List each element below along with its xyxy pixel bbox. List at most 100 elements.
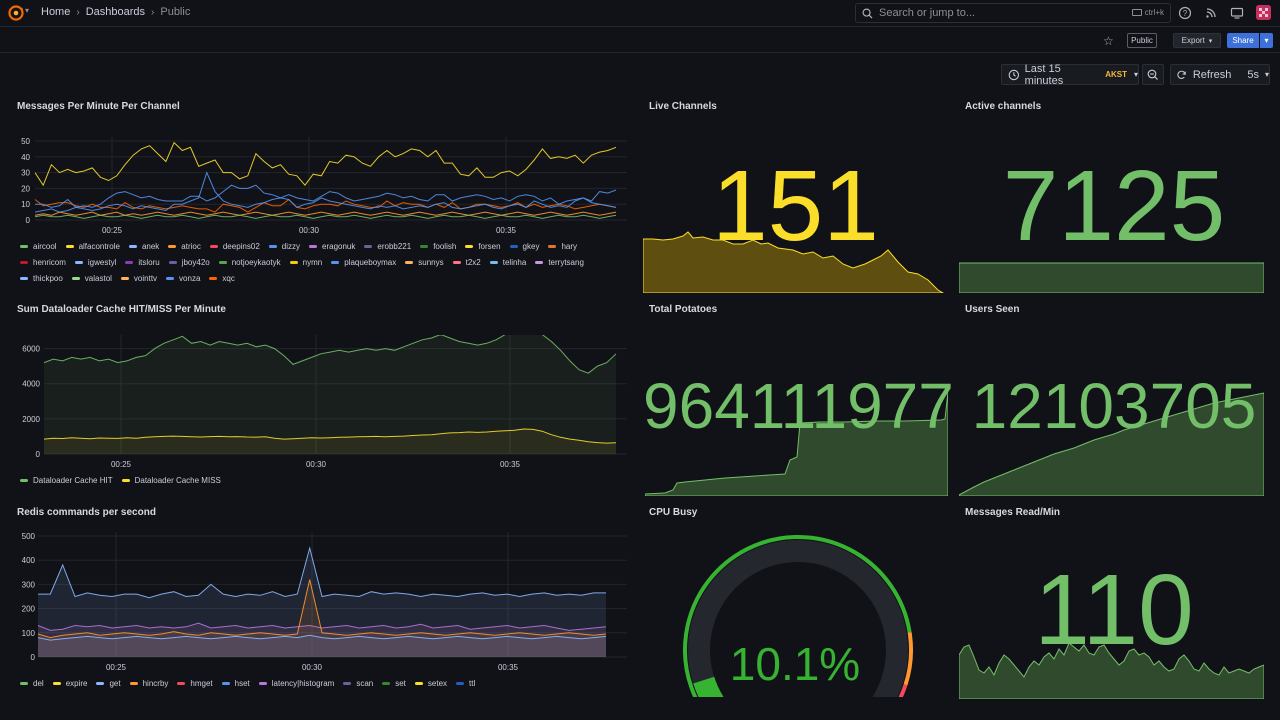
- legend-swatch: [20, 245, 28, 248]
- share-button[interactable]: Share: [1227, 33, 1259, 48]
- search-input[interactable]: Search or jump to... ctrl+k: [855, 3, 1171, 23]
- timezone-badge: AKST: [1105, 70, 1127, 79]
- legend-item[interactable]: alfacontrole: [65, 241, 120, 252]
- legend-item[interactable]: hmget: [177, 678, 213, 689]
- legend-item[interactable]: notjoeykaotyk: [218, 257, 281, 268]
- legend-label: thickpoo: [33, 274, 63, 283]
- legend-item[interactable]: telinha: [489, 257, 527, 268]
- legend-swatch: [509, 245, 518, 248]
- legend-swatch: [343, 682, 352, 685]
- legend-label: ttl: [469, 679, 476, 688]
- gauge-threshold-red: [898, 684, 908, 697]
- legend-label: deepins02: [222, 242, 260, 251]
- legend-label: eragonuk: [322, 242, 356, 251]
- legend-label: plaqueboymax: [344, 258, 397, 267]
- legend-item[interactable]: igwestyl: [74, 257, 116, 268]
- legend-item[interactable]: t2x2: [452, 257, 481, 268]
- legend-swatch: [452, 261, 461, 264]
- y-tick-label: 100: [22, 629, 36, 638]
- legend-item[interactable]: Dataloader Cache HIT: [20, 475, 113, 486]
- kiosk-monitor-icon[interactable]: [1230, 6, 1244, 20]
- legend-label: telinha: [502, 258, 527, 267]
- y-tick-label: 50: [21, 137, 30, 146]
- help-icon[interactable]: ?: [1178, 6, 1192, 20]
- legend-item[interactable]: get: [96, 678, 121, 689]
- refresh-picker[interactable]: Refresh 5s ▾: [1170, 64, 1270, 85]
- legend-item[interactable]: hset: [221, 678, 250, 689]
- export-button[interactable]: Export ▾: [1173, 33, 1221, 48]
- messages-per-minute-chart[interactable]: 0 10 20 30 40 50 00:25 00:30 00:35: [0, 130, 630, 240]
- legend-item[interactable]: expire: [52, 678, 87, 689]
- legend-label: hary: [561, 242, 578, 251]
- star-favorite-icon[interactable]: ☆: [1103, 34, 1114, 48]
- legend-item[interactable]: foolish: [420, 241, 456, 252]
- y-tick-label: 0: [26, 216, 31, 225]
- zoom-out-icon: [1147, 69, 1158, 80]
- legend-item[interactable]: forsen: [465, 241, 501, 252]
- gauge-value-arc: [693, 676, 724, 697]
- total-potatoes-sparkline: [645, 391, 948, 496]
- series-line: [34, 214, 617, 219]
- zoom-out-button[interactable]: [1142, 64, 1164, 85]
- legend-item[interactable]: latency|histogram: [258, 678, 334, 689]
- legend-item[interactable]: vonza: [166, 273, 200, 284]
- legend-item[interactable]: Dataloader Cache MISS: [121, 475, 221, 486]
- grafana-logo-icon[interactable]: [8, 5, 24, 21]
- x-tick-label: 00:35: [498, 663, 519, 672]
- legend-item[interactable]: dizzy: [268, 241, 300, 252]
- user-avatar[interactable]: [1256, 5, 1271, 20]
- legend-item[interactable]: anek: [128, 241, 159, 252]
- redis-commands-chart[interactable]: 0 100 200 300 400 500 00:25 00:30 00:35: [0, 527, 630, 677]
- dataloader-cache-chart[interactable]: 0 2000 4000 6000 00:25 00:30 00:35: [0, 335, 630, 473]
- breadcrumb-home[interactable]: Home: [41, 6, 71, 18]
- panel-title-users-seen: Users Seen: [965, 304, 1020, 315]
- keyboard-icon: [1131, 9, 1142, 16]
- legend-item[interactable]: xqc: [209, 273, 235, 284]
- panel-title-redis-commands: Redis commands per second: [17, 507, 156, 518]
- time-range-picker[interactable]: Last 15 minutes AKST ▾: [1001, 63, 1139, 87]
- legend-item[interactable]: gkey: [509, 241, 539, 252]
- legend-label: notjoeykaotyk: [231, 258, 281, 267]
- legend-item[interactable]: eragonuk: [309, 241, 355, 252]
- legend-item[interactable]: henricom: [20, 257, 66, 268]
- legend-item[interactable]: sunnys: [405, 257, 444, 268]
- series-line: [38, 546, 606, 599]
- legend-item[interactable]: jboy42o: [168, 257, 210, 268]
- legend-item[interactable]: plaqueboymax: [331, 257, 396, 268]
- legend-item[interactable]: nymn: [289, 257, 322, 268]
- news-rss-icon[interactable]: [1204, 6, 1218, 20]
- legend-label: valastol: [84, 274, 112, 283]
- series-area: [38, 579, 606, 657]
- legend-item[interactable]: hincrby: [129, 678, 168, 689]
- menu-chevron-down-icon[interactable]: ▾: [25, 6, 30, 15]
- legend-item[interactable]: deepins02: [209, 241, 260, 252]
- legend-item[interactable]: terrytsang: [535, 257, 584, 268]
- legend-item[interactable]: vointtv: [120, 273, 157, 284]
- legend-item[interactable]: thickpoo: [20, 273, 63, 284]
- legend-item[interactable]: erobb221: [364, 241, 411, 252]
- series-area: [38, 635, 606, 657]
- svg-text:?: ?: [1183, 9, 1188, 18]
- legend-item[interactable]: del: [20, 678, 44, 689]
- series-line: [43, 428, 617, 444]
- legend-item[interactable]: setex: [414, 678, 447, 689]
- legend-item[interactable]: valastol: [71, 273, 112, 284]
- redis-commands-legend: del expire get hincrby hmget hset latency|hist…: [20, 678, 620, 689]
- share-dropdown-chevron-icon[interactable]: ▾: [1260, 33, 1273, 48]
- legend-item[interactable]: atrioc: [168, 241, 201, 252]
- panel-title-live-channels: Live Channels: [649, 101, 717, 112]
- legend-item[interactable]: scan: [343, 678, 373, 689]
- legend-label: xqc: [222, 274, 235, 283]
- breadcrumb-dashboards[interactable]: Dashboards: [85, 6, 146, 18]
- series-line: [37, 622, 607, 631]
- legend-label: erobb221: [377, 242, 412, 251]
- legend-item[interactable]: set: [382, 678, 406, 689]
- y-tick-label: 20: [21, 184, 30, 193]
- legend-item[interactable]: ttl: [456, 678, 475, 689]
- legend-item[interactable]: aircool: [20, 241, 57, 252]
- legend-item[interactable]: itsloru: [125, 257, 160, 268]
- legend-swatch: [71, 277, 80, 280]
- legend-item[interactable]: hary: [548, 241, 577, 252]
- y-tick-label: 0: [31, 653, 36, 662]
- total-potatoes-sparkline-area: [645, 391, 948, 496]
